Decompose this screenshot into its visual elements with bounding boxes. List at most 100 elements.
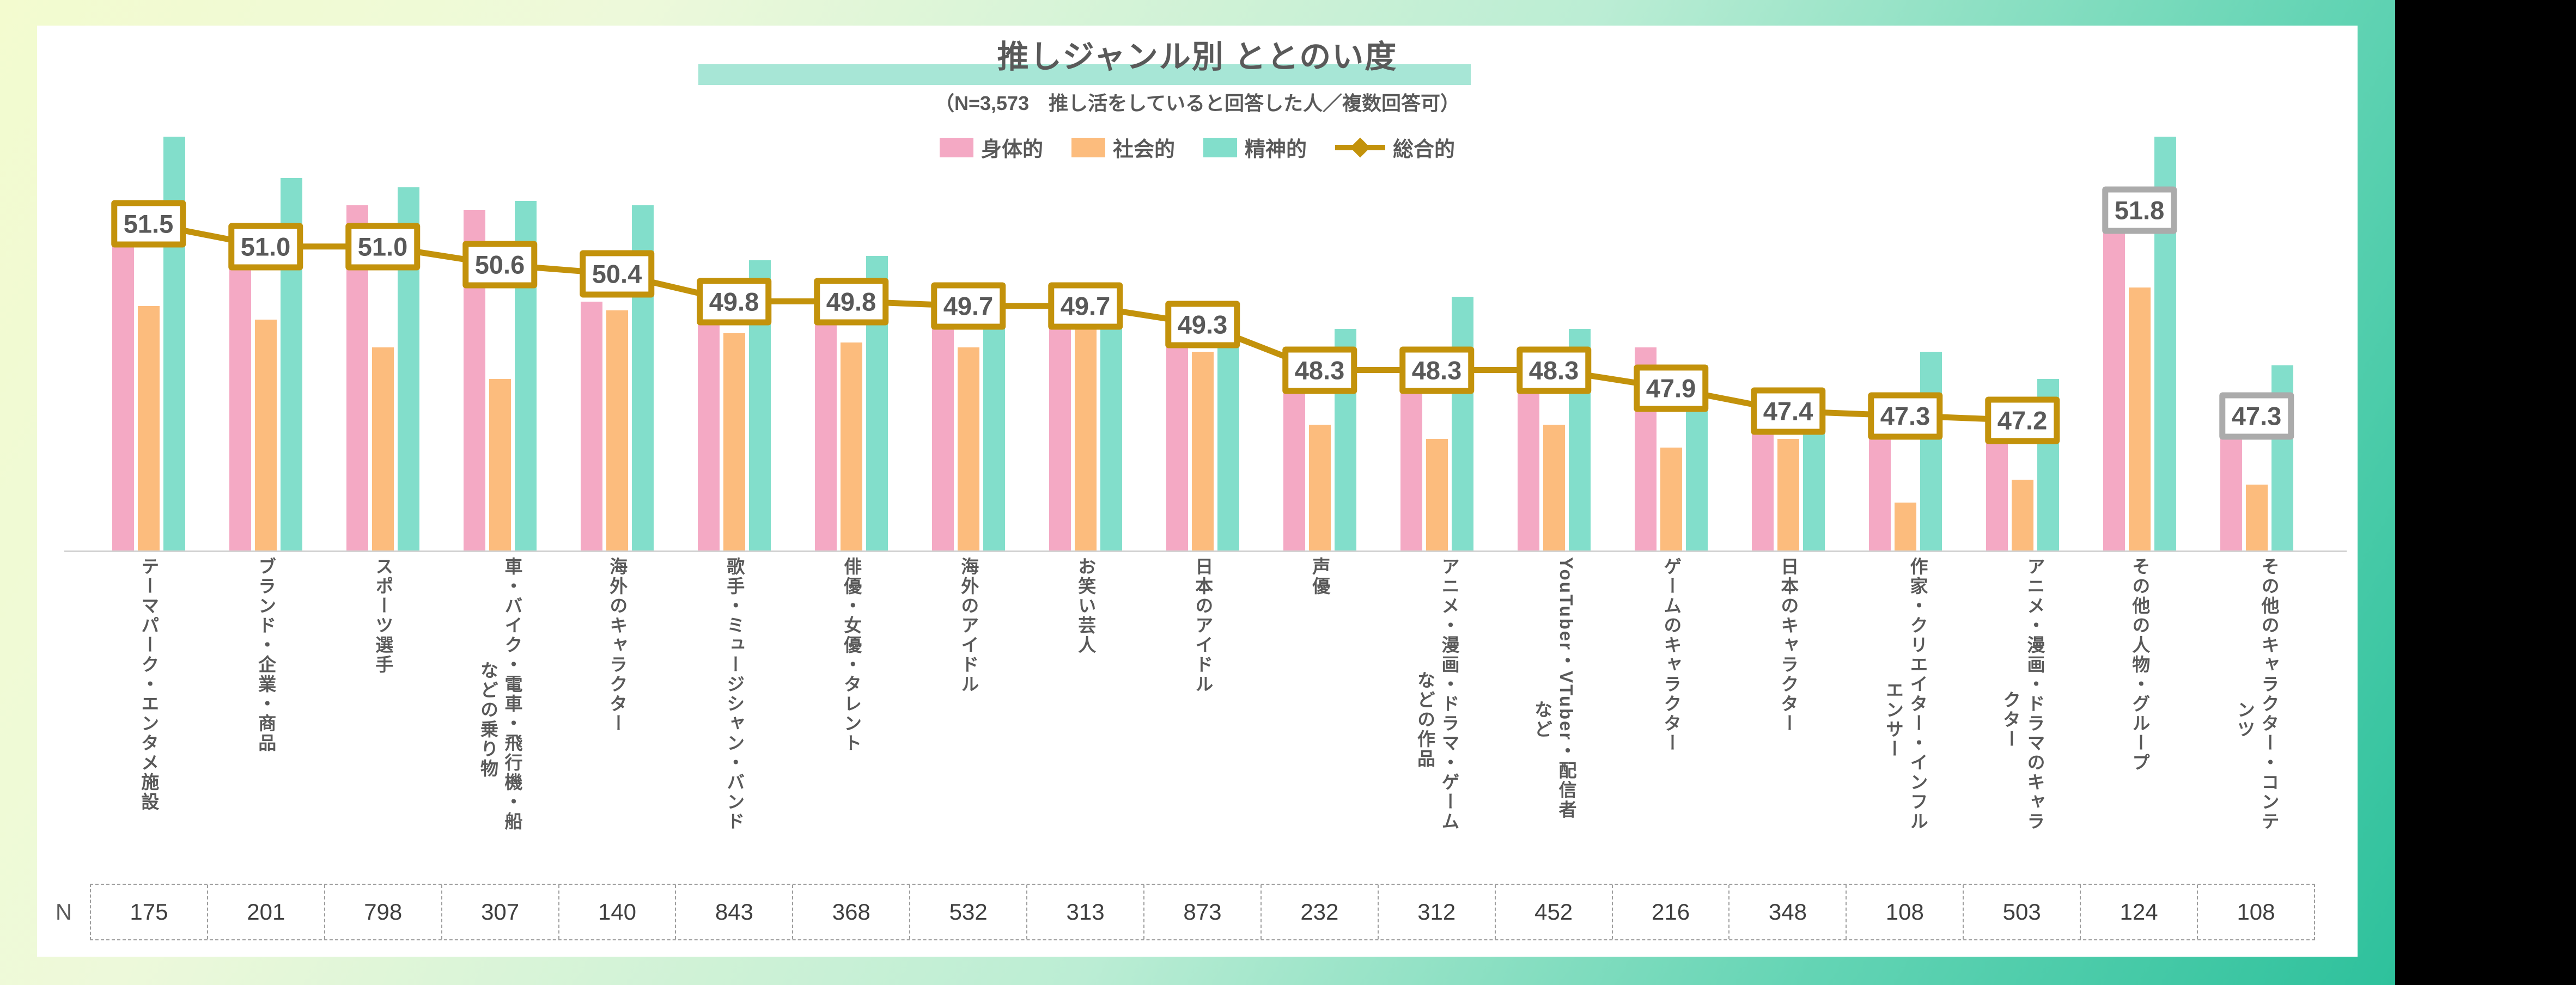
n-value-cell: 348 bbox=[1728, 885, 1846, 939]
bar-social bbox=[1660, 448, 1682, 552]
overall-value-label: 47.3 bbox=[2219, 392, 2294, 440]
category-label-line: その他の人物・グループ bbox=[2129, 557, 2150, 773]
bar-social bbox=[840, 342, 862, 552]
legend-label: 総合的 bbox=[1393, 138, 1456, 161]
category-label: 海外のアイドル bbox=[956, 557, 981, 883]
chart-subtitle: （N=3,573 推し活をしていると回答した人／複数回答可） bbox=[934, 92, 1460, 114]
category-label-line: クター bbox=[2000, 690, 2021, 749]
category-label-line: 俳優・女優・タレント bbox=[841, 557, 862, 753]
n-value-table: 175 201 798 307 140 843 368 532 313 873 232 312 452 2… bbox=[90, 884, 2315, 940]
category-label-line: アニメ・漫画・ドラマ・ゲーム bbox=[1439, 557, 1460, 831]
category-label-line: テーマパーク・エンタメ施設 bbox=[138, 557, 159, 812]
category-label: 歌手・ミュージシャン・バンド bbox=[722, 557, 746, 883]
n-value-cell: 503 bbox=[1963, 885, 2080, 939]
bar-social bbox=[372, 347, 394, 552]
legend-swatch-icon bbox=[939, 137, 973, 157]
legend-label: 社会的 bbox=[1112, 138, 1175, 161]
bar-social bbox=[2245, 485, 2268, 552]
n-value-cell: 312 bbox=[1377, 885, 1495, 939]
overall-value-label: 48.3 bbox=[1516, 346, 1592, 394]
category-label: お笑い芸人 bbox=[1073, 557, 1098, 883]
slide: 推しジャンル別 ととのい度 （N=3,573 推し活をしていると回答した人／複数… bbox=[37, 26, 2358, 957]
bar-social bbox=[1191, 352, 1214, 552]
overall-value-label: 51.0 bbox=[228, 223, 303, 271]
category-label: アニメ・漫画・ドラマのキャラ クター bbox=[1998, 557, 2047, 883]
n-value-cell: 175 bbox=[130, 899, 168, 925]
bar-mental bbox=[1920, 352, 1942, 552]
category-label-line: 日本のキャラクター bbox=[1778, 557, 1799, 733]
overall-value-label: 50.4 bbox=[579, 250, 655, 298]
overall-value-label: 51.8 bbox=[2102, 186, 2177, 234]
category-label: 俳優・女優・タレント bbox=[839, 557, 863, 883]
legend-item-総合的: 総合的 bbox=[1335, 132, 1455, 162]
n-value-cell: 124 bbox=[2080, 885, 2197, 939]
bar-physical bbox=[1400, 375, 1422, 552]
n-value-cell: 232 bbox=[1260, 885, 1378, 939]
category-label-line: 車・バイク・電車・飛行機・船 bbox=[502, 557, 523, 831]
category-label-line: などの乗り物 bbox=[478, 661, 498, 779]
n-value-cell: 201 bbox=[206, 885, 324, 939]
bar-social bbox=[1777, 439, 1799, 552]
category-label: スポーツ選手 bbox=[370, 557, 395, 883]
category-label: ゲームのキャラクター bbox=[1659, 557, 1683, 883]
category-label: YouTuber・VTuber・配信者 など bbox=[1530, 557, 1578, 883]
overall-value-label: 47.4 bbox=[1750, 387, 1826, 435]
category-label-line: など bbox=[1532, 700, 1552, 739]
n-value-cell: 313 bbox=[1026, 885, 1143, 939]
n-value-cell: 216 bbox=[1611, 885, 1729, 939]
n-value-cell: 452 bbox=[1494, 885, 1612, 939]
bar-social bbox=[1543, 425, 1565, 552]
n-value-cell: 108 bbox=[2197, 885, 2314, 939]
bar-social bbox=[2128, 287, 2151, 552]
overall-value-label: 49.8 bbox=[696, 278, 772, 326]
overall-value-label: 47.2 bbox=[1984, 396, 2060, 444]
legend-swatch-icon bbox=[1203, 137, 1237, 157]
category-label-line: その他のキャラクター・コンテ bbox=[2259, 557, 2280, 831]
category-label: 車・バイク・電車・飛行機・船 などの乗り物 bbox=[476, 557, 524, 883]
category-label-line: ブランド・企業・商品 bbox=[255, 557, 276, 753]
category-label: 日本のキャラクター bbox=[1776, 557, 1800, 883]
category-label: テーマパーク・エンタメ施設 bbox=[136, 557, 161, 883]
bar-mental bbox=[1100, 292, 1122, 552]
bar-physical bbox=[580, 302, 602, 552]
bar-physical bbox=[1049, 306, 1071, 552]
bar-social bbox=[723, 333, 745, 552]
n-value-cell: 843 bbox=[675, 885, 792, 939]
bar-physical bbox=[931, 287, 954, 552]
bar-social bbox=[957, 347, 979, 552]
bar-physical bbox=[814, 306, 837, 552]
bar-social bbox=[489, 379, 511, 552]
overall-value-label: 51.5 bbox=[111, 200, 186, 248]
category-label-line: 海外のキャラクター bbox=[607, 557, 628, 733]
category-label: その他のキャラクター・コンテ ンツ bbox=[2232, 557, 2281, 883]
bar-physical bbox=[229, 237, 251, 552]
category-label: 海外のキャラクター bbox=[605, 557, 629, 883]
title-underline-bar bbox=[698, 64, 1471, 85]
overall-value-label: 49.8 bbox=[813, 278, 889, 326]
legend-label: 身体的 bbox=[981, 138, 1043, 161]
n-value-cell: 798 bbox=[324, 885, 441, 939]
overall-value-label: 48.3 bbox=[1282, 346, 1357, 394]
bar-social bbox=[1894, 503, 1916, 552]
category-label-line: 作家・クリエイター・インフル bbox=[1908, 557, 1928, 831]
n-value-cell: 873 bbox=[1143, 885, 1260, 939]
n-value-cell: 307 bbox=[441, 885, 558, 939]
page-title: 推しジャンル別 ととのい度 bbox=[997, 39, 1398, 75]
overall-value-label: 49.3 bbox=[1165, 301, 1240, 348]
category-label: その他の人物・グループ bbox=[2127, 557, 2152, 883]
category-label-line: アニメ・漫画・ドラマのキャラ bbox=[2025, 557, 2045, 831]
n-row-label: N bbox=[55, 899, 72, 925]
bar-physical bbox=[1166, 315, 1188, 552]
bar-mental bbox=[1451, 297, 1473, 552]
category-label-line: ゲームのキャラクター bbox=[1661, 557, 1682, 753]
bar-group-9 bbox=[1027, 26, 1144, 552]
category-label: 作家・クリエイター・インフル エンサー bbox=[1881, 557, 1929, 883]
category-label: アニメ・漫画・ドラマ・ゲーム などの作品 bbox=[1412, 557, 1461, 883]
category-label-line: スポーツ選手 bbox=[373, 557, 393, 675]
overall-value-label: 50.6 bbox=[462, 241, 538, 289]
category-label-line: 海外のアイドル bbox=[958, 557, 979, 694]
bar-group-5 bbox=[558, 26, 675, 552]
bar-physical bbox=[2103, 205, 2125, 552]
n-value-cell: 368 bbox=[792, 885, 909, 939]
